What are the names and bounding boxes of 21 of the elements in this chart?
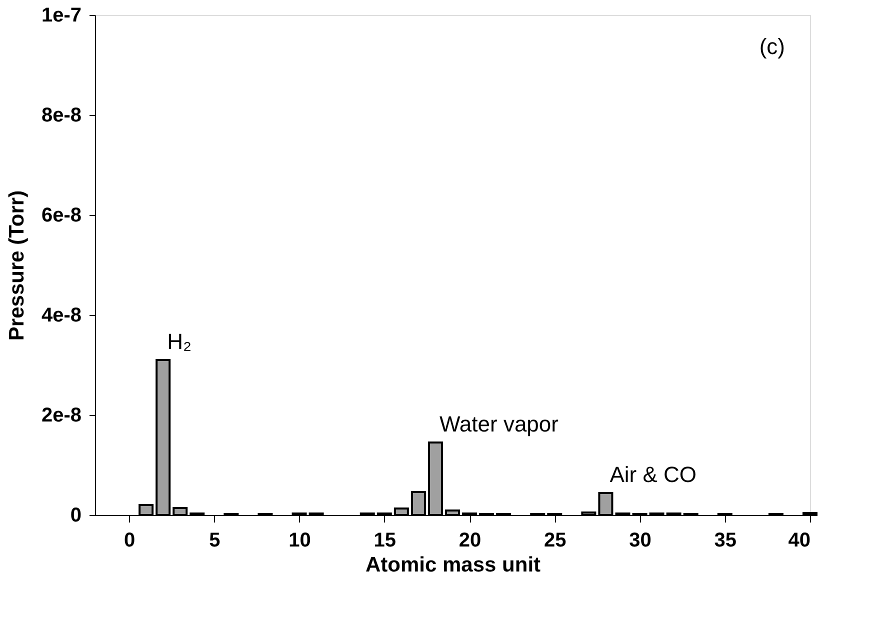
annotation: Water vapor — [439, 412, 558, 436]
x-tick-label: 10 — [288, 530, 311, 552]
x-tick-label: 15 — [374, 530, 396, 552]
annotation: (c) — [759, 34, 785, 59]
y-tick-label: 1e-7 — [41, 4, 82, 26]
annotation: Air & CO — [610, 462, 697, 487]
x-tick-label: 20 — [458, 530, 482, 552]
y-axis-title: Pressure (Torr) — [5, 190, 28, 341]
y-tick-label: 4e-8 — [41, 304, 82, 326]
y-tick-label: 0 — [70, 504, 82, 526]
y-tick-label: 8e-8 — [41, 104, 82, 126]
x-tick-label: 0 — [124, 530, 136, 552]
x-tick-label: 35 — [714, 530, 737, 552]
x-tick-label: 40 — [788, 530, 810, 552]
x-tick-label: 5 — [209, 530, 220, 552]
annotation: H₂ — [167, 329, 192, 354]
y-tick-label: 2e-8 — [41, 404, 82, 426]
y-tick-label: 6e-8 — [41, 204, 82, 226]
x-tick-label: 25 — [544, 530, 566, 552]
x-tick-label: 30 — [629, 530, 652, 552]
x-axis-title: Atomic mass unit — [365, 554, 541, 576]
